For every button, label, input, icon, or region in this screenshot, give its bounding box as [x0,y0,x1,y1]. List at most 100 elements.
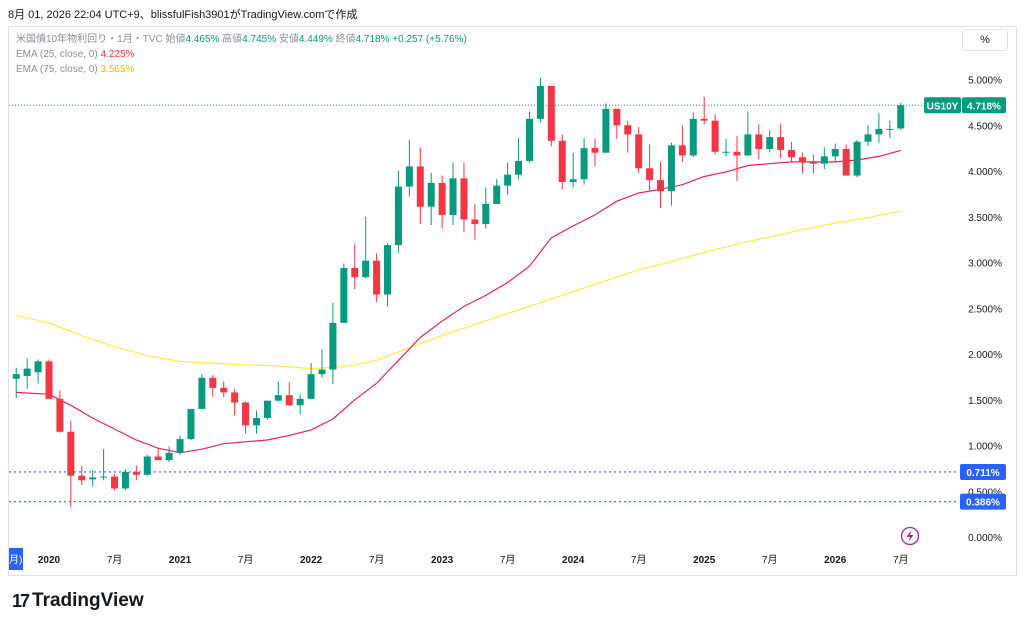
legend-change: +0.257 (+5.76%) [392,34,467,45]
candle-body [820,156,828,164]
candle-body [121,472,129,489]
candle-body [187,408,195,440]
candle-body [34,361,42,373]
candle-body [340,267,348,323]
candle-body [755,134,763,150]
candle-body [624,125,632,135]
x-tick-label: 2022 [300,555,323,566]
candle-body [831,149,839,157]
candle-body [809,161,817,164]
candle-body [798,157,806,162]
candle-body [394,186,402,246]
candle-body [220,387,228,393]
candle-body [569,179,577,182]
legend-ema75-value: 3.565% [100,64,135,75]
legend-ema75-row[interactable]: EMA (75, close, 0) 3.565% [16,62,467,77]
candle-body [405,166,413,187]
candle-body [111,476,119,489]
y-tick-label: 0.500% [968,487,1002,498]
y-tick-label: 4.500% [968,121,1002,132]
x-tick-label: 2023 [431,555,454,566]
candle-body [602,108,610,153]
candle-body [711,120,719,152]
candle-body [471,219,479,225]
percent-scale-button[interactable]: % [962,29,1008,51]
candle-body [547,85,555,141]
candle-body [307,374,315,399]
candle-body [536,85,544,119]
x-tick-label: 2021 [169,555,192,566]
symbol-tag: US10Y [927,101,959,112]
candle-body [285,395,293,406]
candle-body [362,260,370,278]
y-tick-label: 2.500% [968,304,1002,315]
x-tick-label: 7月 [369,554,385,566]
candle-body [23,368,31,376]
hline-tag: 0.386% [966,498,1000,509]
x-tick-label: 月) [9,554,22,566]
candle-body [864,134,872,142]
candle-body [886,128,894,130]
x-tick-label: 2024 [562,555,585,566]
candle-body [154,456,162,461]
x-tick-label: 2025 [693,555,716,566]
price-tag: 4.718% [967,101,1001,112]
candle-body [646,168,654,181]
candle-body [209,377,217,388]
candle-body [689,118,697,156]
candle-body [12,374,20,379]
x-tick-label: 7月 [631,554,647,566]
price-tag-bg [962,97,1006,114]
candle-body [700,118,708,121]
legend-high-label: 高値 [222,34,243,45]
candle-body [678,145,686,156]
candle-body [78,475,86,481]
candle-body [351,267,359,278]
candle-body [504,174,512,186]
candle-body [788,149,796,158]
x-tick-label: 7月 [762,554,778,566]
y-tick-label: 1.500% [968,396,1002,407]
legend-close-label: 終値 [335,34,356,45]
candle-body [722,151,730,153]
candle-body [384,245,392,295]
tradingview-logo-text: TradingView [32,590,144,611]
y-tick-label: 0.000% [968,533,1002,544]
legend-open: 4.465% [185,34,220,45]
candle-body [515,160,523,175]
legend-ema25-row[interactable]: EMA (25, close, 0) 4.225% [16,47,467,62]
y-tick-label: 2.000% [968,350,1002,361]
candle-body [89,477,97,480]
chart-frame [8,26,1017,576]
candle-body [525,118,533,161]
candle-body [416,166,424,207]
candle-body [853,141,861,176]
y-tick-label: 4.000% [968,167,1002,178]
legend-open-label: 始値 [165,34,186,45]
candle-body [580,148,588,180]
symbol-tag-bg [924,97,961,114]
hline-tag-bg [960,463,1006,480]
candle-body [438,182,446,215]
candle-body [875,128,883,135]
candle-body [252,418,260,426]
candle-body [613,108,621,126]
legend-ohlc-row: 米国債10年物利回り・1月・TVC 始値4.465% 高値4.745% 安値4.… [16,32,467,47]
legend-ema75-label: EMA (75, close, 0) [16,64,98,75]
y-tick-label: 3.500% [968,213,1002,224]
x-tick-label: 7月 [500,554,516,566]
y-tick-label: 3.000% [968,259,1002,270]
tradingview-logo[interactable]: 17 TradingView [12,590,144,612]
candle-body [45,361,53,399]
hline-tag-bg [960,493,1006,510]
candle-body [274,395,282,401]
tradingview-logo-icon: 17 [12,590,30,611]
candle-body [482,203,490,225]
candle-body [165,452,173,461]
candle-body [67,431,75,476]
x-tick-label: 2026 [824,555,847,566]
bolt-icon[interactable] [900,526,920,546]
ema75-line [16,210,901,370]
candle-body [591,148,599,153]
